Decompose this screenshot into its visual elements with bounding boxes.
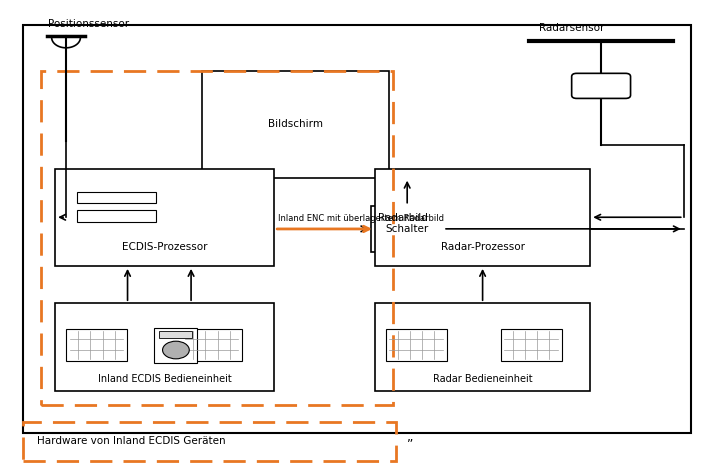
Bar xyxy=(159,331,193,338)
Text: Positionssensor: Positionssensor xyxy=(48,19,129,29)
Bar xyxy=(375,303,590,391)
Text: Radarsensor: Radarsensor xyxy=(539,23,604,33)
Bar xyxy=(203,71,389,178)
Bar xyxy=(56,169,274,266)
Bar xyxy=(386,329,447,361)
FancyBboxPatch shape xyxy=(572,73,631,99)
Bar xyxy=(56,303,274,391)
Bar xyxy=(41,71,393,405)
Ellipse shape xyxy=(162,341,190,359)
Bar xyxy=(23,25,691,433)
Text: Hardware von Inland ECDIS Geräten: Hardware von Inland ECDIS Geräten xyxy=(37,436,226,446)
Text: ECDIS-Prozessor: ECDIS-Prozessor xyxy=(122,242,208,252)
Bar xyxy=(181,329,242,361)
Bar xyxy=(375,169,590,266)
Text: Radarbild: Radarbild xyxy=(379,213,428,223)
Text: Inland ENC mit überlagertem Radarbild: Inland ENC mit überlagertem Radarbild xyxy=(278,214,444,223)
Bar xyxy=(66,329,127,361)
Text: Inland ECDIS Bedieneinheit: Inland ECDIS Bedieneinheit xyxy=(98,375,231,384)
Text: Bildschirm: Bildschirm xyxy=(268,120,323,129)
Bar xyxy=(371,205,443,252)
Text: Radar Bedieneinheit: Radar Bedieneinheit xyxy=(433,375,532,384)
Bar xyxy=(77,210,156,222)
Bar xyxy=(500,329,562,361)
Text: Radar-Prozessor: Radar-Prozessor xyxy=(441,242,525,252)
Bar xyxy=(154,328,198,362)
Bar xyxy=(77,192,156,203)
Text: Schalter: Schalter xyxy=(386,224,429,234)
Bar xyxy=(23,422,397,461)
Text: ”: ” xyxy=(407,438,414,451)
